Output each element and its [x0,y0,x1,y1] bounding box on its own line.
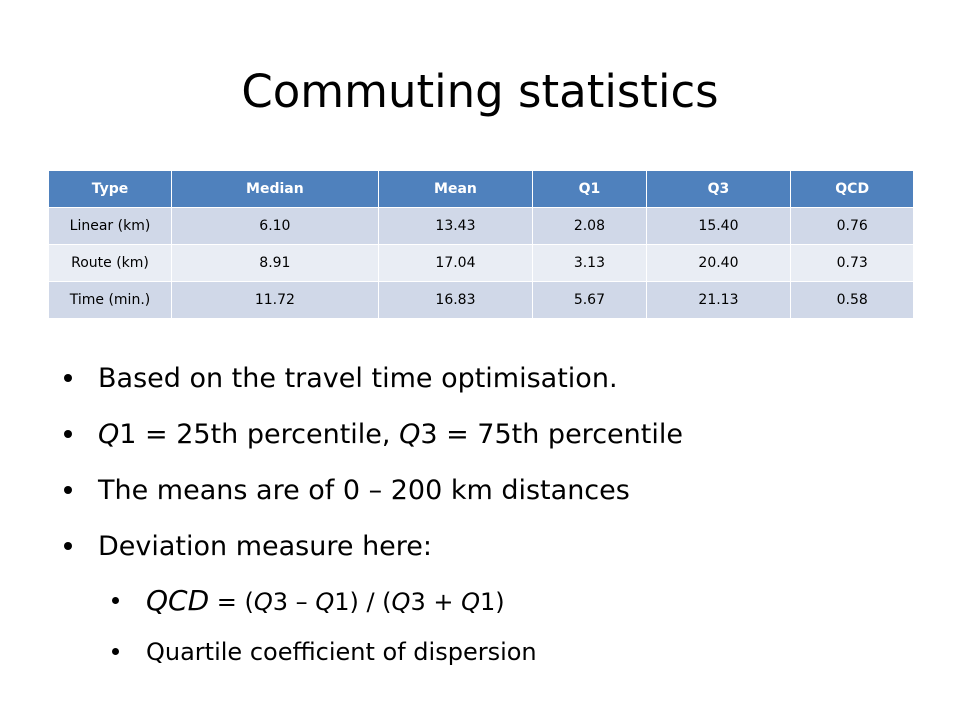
bullet-text: The means are of 0 – 200 km distances [98,475,630,506]
qcd-symbol: QCD [146,584,210,617]
formula-text: = ( [209,588,254,616]
header-mean: Mean [377,170,534,208]
cell-median: 11.72 [171,281,379,319]
cell-mean: 16.83 [377,281,534,319]
bullet-deviation: Deviation measure here: [64,528,683,566]
bullet-text: Based on the travel time optimisation. [98,363,618,394]
bullet-list: Based on the travel time optimisation. Q… [64,360,683,685]
bullet-dot-icon [112,597,119,604]
table-row: Time (min.) 11.72 16.83 5.67 21.13 0.58 [48,281,914,319]
table-row: Route (km) 8.91 17.04 3.13 20.40 0.73 [48,244,914,282]
sub-bullet-qcd-definition: Quartile coefficient of dispersion [112,635,683,669]
cell-median: 6.10 [171,207,379,245]
cell-type: Linear (km) [48,207,172,245]
commuting-stats-table: Type Median Mean Q1 Q3 QCD Linear (km) 6… [48,170,914,319]
q-symbol: Q [98,419,120,450]
table-row: Linear (km) 6.10 13.43 2.08 15.40 0.76 [48,207,914,245]
bullet-text: Quartile coefficient of dispersion [146,638,537,666]
cell-q1: 2.08 [532,207,647,245]
q-symbol: Q [461,588,480,616]
formula-text: 3 + [410,588,462,616]
bullet-dot-icon [112,648,119,655]
bullet-travel-time: Based on the travel time optimisation. [64,360,683,398]
cell-mean: 13.43 [377,207,534,245]
cell-mean: 17.04 [377,244,534,282]
bullet-text: 1 = 25th percentile, [119,419,400,450]
cell-type: Time (min.) [48,281,172,319]
q-symbol: Q [315,588,335,616]
header-type: Type [48,170,172,208]
bullet-text: Deviation measure here: [98,531,433,562]
slide-title: Commuting statistics [241,65,719,118]
header-qcd: QCD [790,170,914,208]
q-symbol: Q [391,588,411,616]
cell-qcd: 0.58 [790,281,914,319]
formula-text: 3 – [272,588,316,616]
sub-bullet-qcd-formula: QCD = (Q3 – Q1) / (Q3 + Q1) [112,584,683,619]
cell-q3: 21.13 [645,281,792,319]
cell-qcd: 0.76 [790,207,914,245]
bullet-text: 3 = 75th percentile [420,419,683,450]
bullet-dot-icon [64,374,72,382]
bullet-means: The means are of 0 – 200 km distances [64,472,683,510]
bullet-dot-icon [64,542,72,550]
cell-q3: 15.40 [645,207,792,245]
cell-q1: 5.67 [532,281,647,319]
formula-text: 1) [479,588,505,616]
q-symbol: Q [399,419,421,450]
header-q1: Q1 [532,170,647,208]
table-header-row: Type Median Mean Q1 Q3 QCD [48,170,914,208]
bullet-percentiles: Q1 = 25th percentile, Q3 = 75th percenti… [64,416,683,454]
header-q3: Q3 [645,170,792,208]
bullet-dot-icon [64,430,72,438]
cell-type: Route (km) [48,244,172,282]
bullet-dot-icon [64,486,72,494]
formula-text: 1) / ( [334,588,392,616]
cell-q3: 20.40 [645,244,792,282]
cell-median: 8.91 [171,244,379,282]
q-symbol: Q [253,588,273,616]
cell-qcd: 0.73 [790,244,914,282]
header-median: Median [171,170,379,208]
cell-q1: 3.13 [532,244,647,282]
